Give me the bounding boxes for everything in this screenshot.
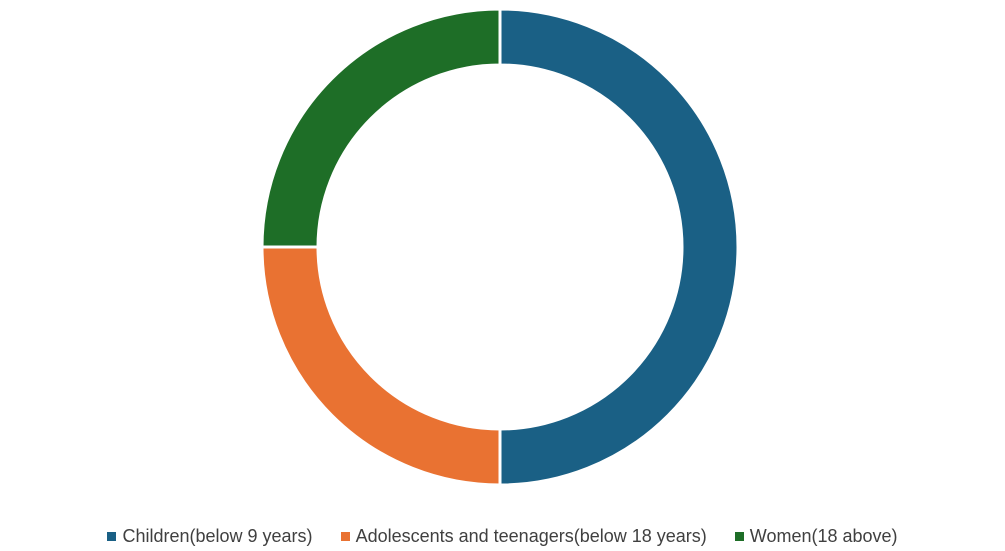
doughnut-chart xyxy=(260,7,740,487)
legend-label-women: Women(18 above) xyxy=(749,525,898,546)
slice-women xyxy=(260,7,502,249)
chart-legend: Children(below 9 years) Adolescents and … xyxy=(0,524,1005,548)
legend-swatch-women xyxy=(734,531,744,541)
slice-children xyxy=(498,7,740,487)
legend-label-children: Children(below 9 years) xyxy=(122,525,313,546)
legend-item-children: Children(below 9 years) xyxy=(107,525,313,547)
legend-swatch-adolescents xyxy=(340,531,350,541)
legend-label-adolescents: Adolescents and teenagers(below 18 years… xyxy=(355,525,707,546)
legend-item-women: Women(18 above) xyxy=(734,525,898,547)
legend-item-adolescents: Adolescents and teenagers(below 18 years… xyxy=(340,525,707,547)
chart-area xyxy=(260,7,740,487)
slice-adolescents xyxy=(260,245,502,487)
legend-swatch-children xyxy=(107,531,117,541)
